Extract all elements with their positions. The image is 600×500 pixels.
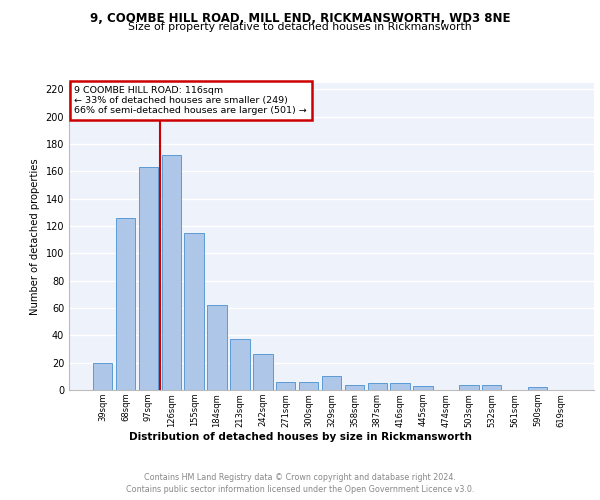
- Bar: [482, 384, 502, 390]
- Text: 9 COOMBE HILL ROAD: 116sqm
← 33% of detached houses are smaller (249)
66% of sem: 9 COOMBE HILL ROAD: 116sqm ← 33% of deta…: [74, 86, 307, 116]
- Bar: [161, 155, 181, 390]
- Text: 9, COOMBE HILL ROAD, MILL END, RICKMANSWORTH, WD3 8NE: 9, COOMBE HILL ROAD, MILL END, RICKMANSW…: [90, 12, 510, 26]
- Bar: [139, 167, 158, 390]
- Bar: [299, 382, 319, 390]
- Text: Contains HM Land Registry data © Crown copyright and database right 2024.: Contains HM Land Registry data © Crown c…: [144, 472, 456, 482]
- Bar: [391, 383, 410, 390]
- Bar: [413, 386, 433, 390]
- Text: Contains public sector information licensed under the Open Government Licence v3: Contains public sector information licen…: [126, 485, 474, 494]
- Y-axis label: Number of detached properties: Number of detached properties: [30, 158, 40, 314]
- Bar: [230, 340, 250, 390]
- Text: Distribution of detached houses by size in Rickmansworth: Distribution of detached houses by size …: [128, 432, 472, 442]
- Bar: [368, 383, 387, 390]
- Bar: [322, 376, 341, 390]
- Bar: [184, 233, 204, 390]
- Bar: [253, 354, 272, 390]
- Bar: [116, 218, 135, 390]
- Bar: [93, 362, 112, 390]
- Bar: [528, 388, 547, 390]
- Bar: [208, 306, 227, 390]
- Bar: [459, 384, 479, 390]
- Text: Size of property relative to detached houses in Rickmansworth: Size of property relative to detached ho…: [128, 22, 472, 32]
- Bar: [276, 382, 295, 390]
- Bar: [344, 384, 364, 390]
